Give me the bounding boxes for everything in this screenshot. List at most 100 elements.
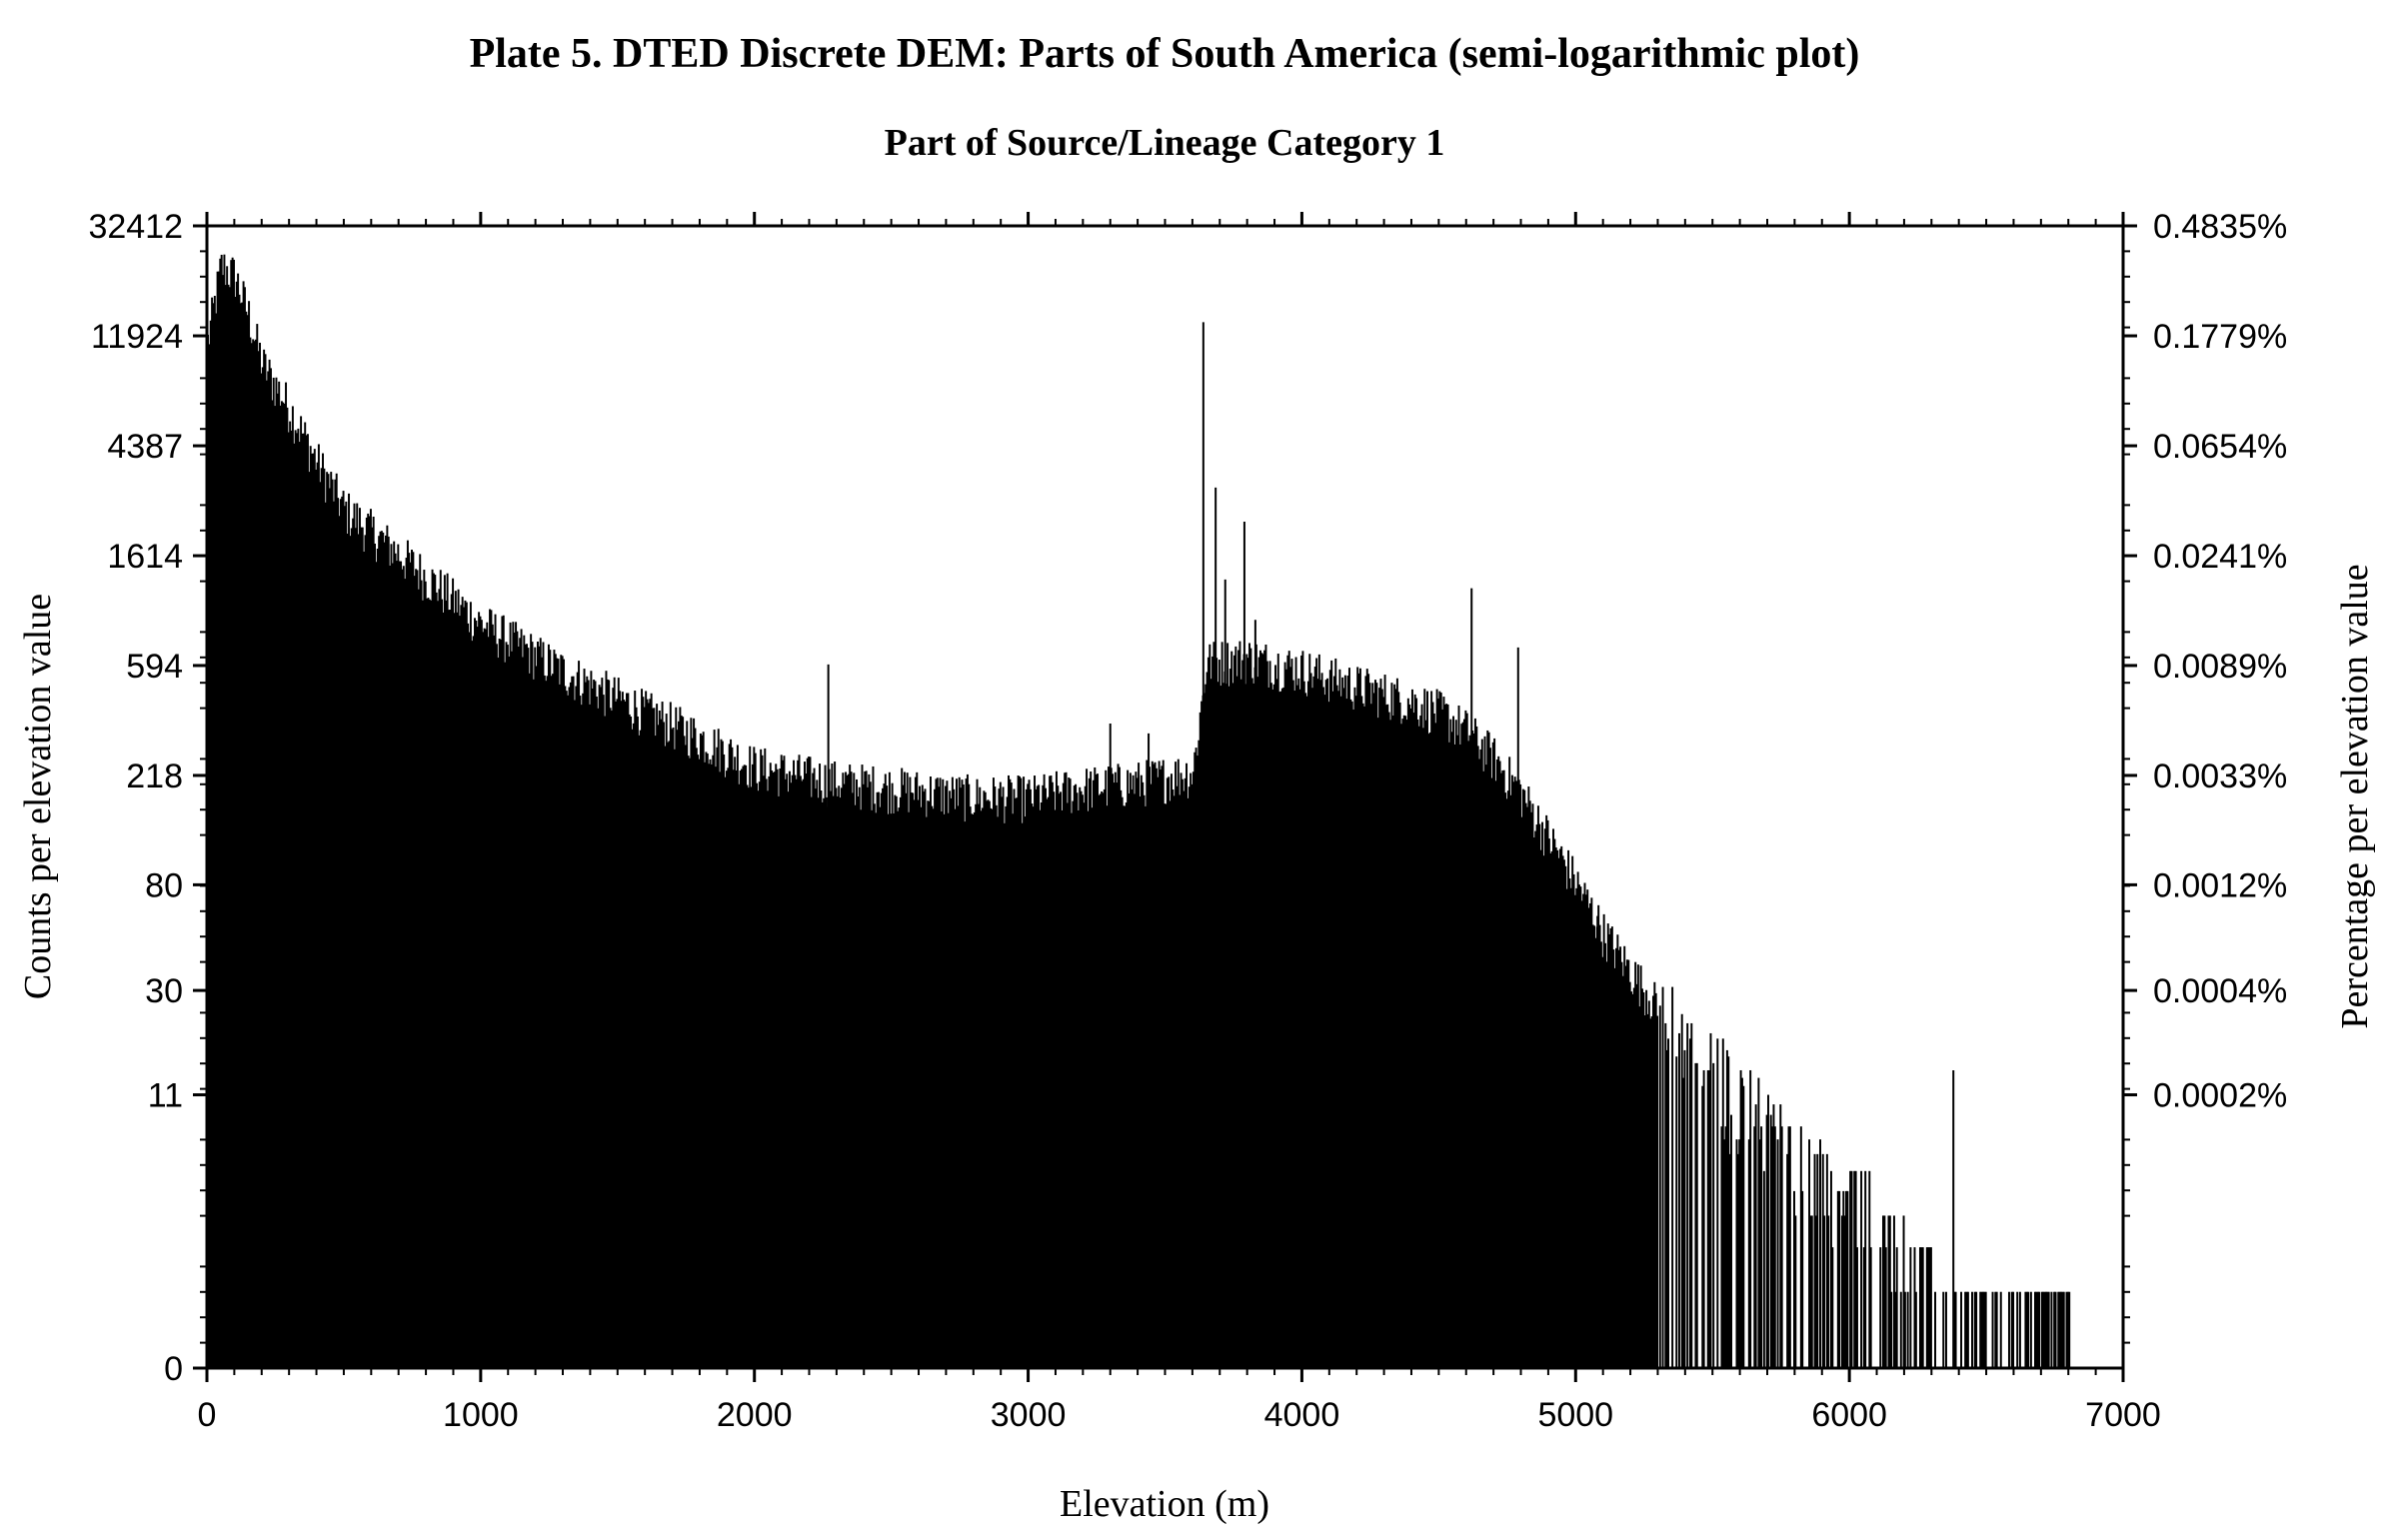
histogram-bar-1039 [1628, 981, 1631, 1368]
histogram-bar-330 [658, 711, 661, 1368]
histogram-bar-377 [723, 754, 726, 1368]
histogram-bar-1010 [1588, 902, 1591, 1368]
histogram-bar-616 [1050, 775, 1053, 1368]
histogram-bar-895 [1431, 702, 1434, 1368]
histogram-bar-739 [1217, 660, 1220, 1368]
histogram-bar-893 [1428, 732, 1431, 1368]
histogram-bar-1105 [1765, 1114, 1768, 1368]
histogram-bar-125 [378, 536, 381, 1368]
histogram-bar-580 [1001, 796, 1004, 1368]
histogram-bar-1183 [1966, 1291, 1969, 1368]
histogram-bar-842 [1358, 668, 1361, 1368]
histogram-bar-782 [1276, 654, 1279, 1368]
histogram-bar-796 [1295, 685, 1298, 1368]
histogram-bar-624 [1061, 809, 1064, 1368]
histogram-bar-779 [1272, 684, 1275, 1368]
histogram-bar-1009 [1587, 907, 1590, 1368]
histogram-bar-439 [808, 757, 811, 1368]
histogram-bar-325 [652, 708, 654, 1368]
y-tick-label: 4387 [107, 428, 183, 466]
histogram-bar-20 [234, 297, 237, 1368]
histogram-bar-297 [613, 677, 616, 1368]
histogram-bar-533 [936, 777, 939, 1368]
histogram-bar-715 [1186, 763, 1189, 1368]
histogram-bar-1193 [1994, 1291, 1997, 1368]
histogram-bar-734 [1211, 656, 1214, 1368]
histogram-bar-109 [356, 503, 359, 1368]
histogram-bar-33 [252, 339, 255, 1368]
histogram-bar-46 [269, 368, 272, 1368]
histogram-bar-984 [1553, 838, 1556, 1368]
histogram-bar-1033 [1620, 961, 1623, 1368]
histogram-bar-993 [1565, 888, 1568, 1368]
histogram-bar-12 [223, 254, 226, 1368]
histogram-bar-787 [1283, 662, 1286, 1368]
histogram-bar-936 [1487, 732, 1490, 1368]
histogram-bar-1157 [1890, 1291, 1893, 1368]
histogram-bar-1190 [1983, 1291, 1986, 1368]
histogram-bar-711 [1180, 772, 1183, 1368]
histogram-bar-425 [788, 770, 791, 1368]
histogram-bar-73 [306, 434, 309, 1368]
histogram-bar-1 [208, 344, 211, 1369]
histogram-bar-199 [479, 616, 482, 1368]
histogram-bar-602 [1031, 803, 1034, 1368]
histogram-bar-1115 [1787, 1126, 1790, 1368]
histogram-bar-361 [701, 735, 704, 1368]
histogram-bar-259 [561, 656, 564, 1368]
histogram-bar-1127 [1819, 1139, 1821, 1368]
histogram-bar-198 [478, 612, 481, 1368]
histogram-bar-250 [549, 650, 552, 1368]
histogram-bar-543 [950, 797, 953, 1368]
histogram-bar-612 [1045, 787, 1047, 1368]
histogram-bar-674 [1129, 772, 1132, 1368]
histogram-bar-542 [949, 790, 952, 1368]
histogram-bar-919 [1464, 710, 1467, 1368]
histogram-bar-613 [1046, 798, 1049, 1368]
histogram-bar-952 [1509, 794, 1512, 1368]
histogram-bar-313 [635, 707, 638, 1368]
histogram-bar-630 [1069, 778, 1072, 1368]
histogram-bar-1117 [1793, 1190, 1795, 1368]
histogram-bar-887 [1420, 704, 1423, 1368]
histogram-bar-243 [539, 638, 542, 1368]
histogram-bar-1148 [1864, 1170, 1867, 1368]
histogram-bar-1196 [2007, 1291, 2010, 1368]
histogram-bar-521 [920, 806, 923, 1368]
histogram-bar-1160 [1895, 1247, 1898, 1368]
histogram-bar-628 [1066, 802, 1069, 1368]
histogram-bar-532 [935, 778, 938, 1368]
histogram-bar-775 [1267, 687, 1270, 1368]
histogram-bar-1081 [1712, 1062, 1715, 1368]
histogram-bar-1166 [1913, 1247, 1916, 1368]
histogram-bar-117 [367, 513, 370, 1368]
histogram-bar-455 [830, 790, 832, 1368]
histogram-bar-537 [942, 778, 945, 1368]
histogram-bar-814 [1320, 673, 1323, 1368]
histogram-bar-675 [1131, 788, 1134, 1368]
histogram-bar-160 [426, 598, 429, 1368]
histogram-bar-821 [1330, 660, 1333, 1368]
histogram-bar-1056 [1651, 995, 1654, 1368]
histogram-bar-32 [250, 343, 253, 1368]
histogram-bar-283 [594, 681, 597, 1368]
histogram-bar-270 [576, 672, 579, 1368]
histogram-bar-807 [1311, 688, 1313, 1368]
histogram-bar-730 [1205, 672, 1208, 1368]
histogram-bar-141 [400, 561, 403, 1368]
histogram-bar-832 [1345, 699, 1348, 1368]
histogram-bar-182 [456, 612, 459, 1368]
histogram-bar-1149 [1868, 1170, 1871, 1368]
histogram-bar-29 [246, 315, 249, 1368]
histogram-bar-341 [673, 749, 676, 1368]
histogram-bar-506 [899, 796, 902, 1368]
histogram-bar-1202 [2025, 1291, 2028, 1368]
histogram-bar-669 [1123, 805, 1126, 1368]
histogram-bar-834 [1347, 668, 1350, 1368]
histogram-bar-48 [272, 377, 275, 1368]
histogram-bar-344 [678, 721, 680, 1368]
histogram-bar-838 [1353, 687, 1356, 1368]
histogram-bar-444 [814, 788, 817, 1368]
histogram-bar-985 [1554, 847, 1557, 1368]
